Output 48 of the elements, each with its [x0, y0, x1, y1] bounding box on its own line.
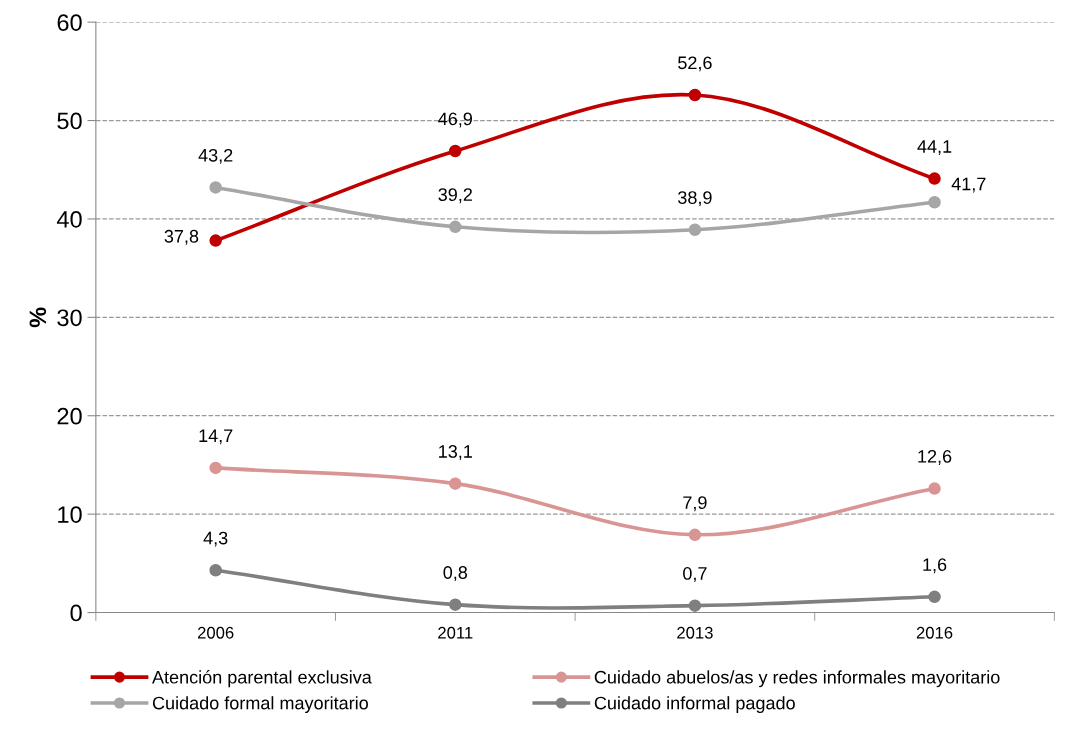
y-tick-label: 10 [58, 506, 82, 523]
point [688, 528, 702, 542]
x-tick-label: 2016 [916, 626, 953, 639]
point [209, 563, 222, 577]
data-label: 7,9 [683, 496, 707, 512]
data-label: 46,9 [438, 112, 472, 128]
legend-label: Cuidado informal pagado [594, 696, 795, 714]
data-label: 44,1 [917, 140, 952, 155]
y-tick-label: 50 [57, 112, 82, 130]
legend-label: Cuidado abuelos/as y redes informales mayoritario [594, 670, 1000, 688]
y-tick-label: 60 [57, 14, 82, 31]
point [449, 598, 462, 611]
data-label: 43,2 [198, 148, 233, 164]
point [688, 599, 702, 612]
point [928, 172, 941, 185]
data-label: 37,8 [164, 229, 199, 245]
data-label: 13,1 [439, 445, 472, 460]
y-tick-label: 20 [57, 407, 82, 425]
point [928, 482, 941, 495]
point [449, 144, 462, 158]
point [928, 590, 941, 604]
point [688, 223, 702, 237]
x-tick-label: 2013 [677, 626, 713, 639]
point [209, 234, 222, 247]
point [209, 461, 222, 475]
point [209, 181, 222, 194]
data-label: 0,7 [683, 567, 707, 582]
data-label: 52,6 [678, 56, 712, 72]
data-label: 38,9 [678, 191, 712, 207]
y-axis-title: % [29, 307, 47, 328]
data-label: 1,6 [923, 558, 947, 574]
data-label: 0,8 [443, 566, 468, 582]
point [688, 88, 702, 102]
x-tick-label: 2006 [197, 626, 234, 639]
y-tick-label: 40 [56, 211, 82, 228]
point [449, 220, 462, 234]
data-label: 41,7 [951, 177, 986, 193]
point [449, 477, 462, 490]
data-label: 4,3 [203, 531, 228, 547]
point [928, 195, 941, 209]
x-tick-label: 2011 [438, 626, 473, 639]
data-label: 39,2 [438, 188, 472, 204]
data-label: 14,7 [199, 429, 233, 445]
legend-label: Cuidado formal mayoritario [152, 696, 368, 714]
data-label: 12,6 [918, 449, 952, 465]
y-tick-label: 0 [70, 604, 82, 622]
y-tick-label: 30 [57, 309, 82, 327]
legend-label: Atención parental exclusiva [152, 670, 372, 688]
